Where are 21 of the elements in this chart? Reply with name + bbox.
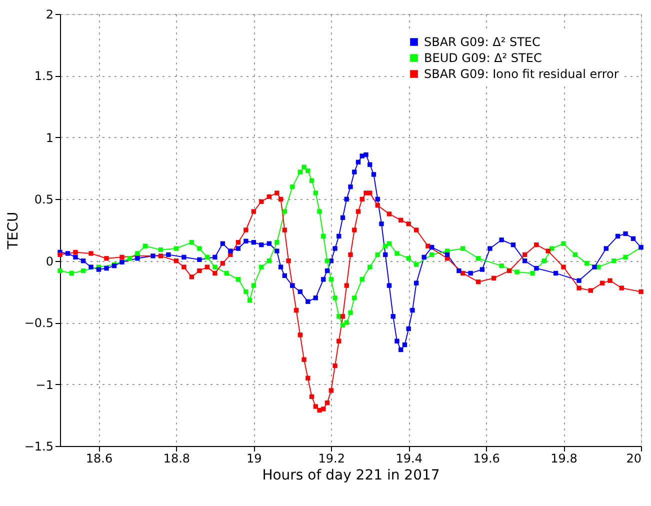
x-tick-label: 19 <box>246 452 262 466</box>
y-tick-label: 1 <box>46 130 54 145</box>
x-tick-label: 18.6 <box>86 452 113 466</box>
y-tick-label: −0.5 <box>24 316 54 330</box>
x-tick-label: 19.4 <box>396 452 422 466</box>
x-tick-label: 19.2 <box>318 452 345 466</box>
legend-label: SBAR G09: Iono fit residual error <box>424 67 619 81</box>
x-tick-label: 18.8 <box>163 452 190 466</box>
legend-label: BEUD G09: Δ² STEC <box>424 51 542 65</box>
x-tick-label: 19.6 <box>473 452 500 466</box>
legend-label: SBAR G09: Δ² STEC <box>424 35 540 49</box>
y-tick-label: 1.5 <box>34 69 54 84</box>
x-axis-title: Hours of day 221 in 2017 <box>262 468 440 484</box>
y-tick-label: 0 <box>46 254 54 268</box>
x-tick-label: 20 <box>626 452 642 466</box>
y-tick-label: −1.5 <box>24 440 54 454</box>
y-tick-label: −1 <box>36 378 54 392</box>
x-tick-label: 19.8 <box>550 452 578 466</box>
y-tick-label: 0.5 <box>34 192 54 207</box>
y-tick-label: 2 <box>46 8 54 22</box>
y-axis-title: TECU <box>5 212 22 250</box>
